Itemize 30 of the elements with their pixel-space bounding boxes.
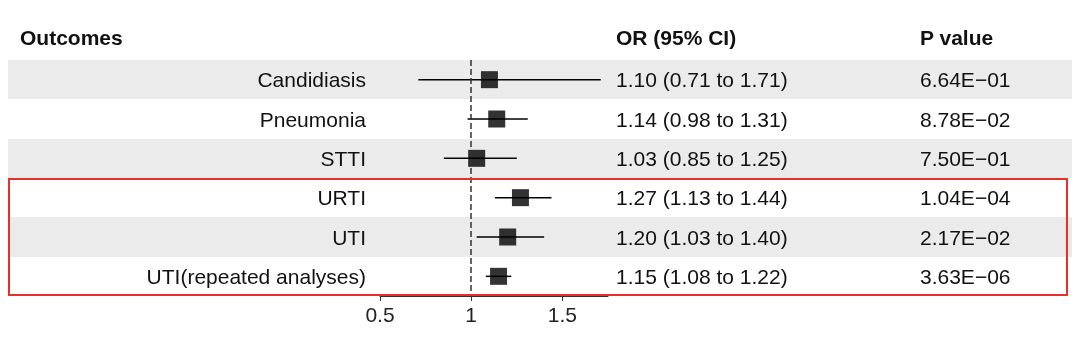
- text: 6.64E−01: [920, 68, 1011, 92]
- y-tick-label: URTI: [317, 186, 366, 210]
- x-tick-label: 1: [465, 303, 478, 326]
- text: 2.17E−02: [920, 225, 1011, 249]
- x-tick-label: 1.5: [547, 303, 577, 326]
- text: 3.63E−06: [920, 264, 1011, 288]
- text: OR (95% CI): [616, 25, 737, 49]
- point: [490, 267, 508, 285]
- data-label: 1.15 (1.08 to 1.22): [616, 264, 788, 288]
- point: [480, 71, 498, 89]
- text: Outcomes: [20, 25, 123, 49]
- y-tick-label: Candidiasis: [257, 68, 366, 92]
- x-tick-label: 0.5: [365, 303, 395, 326]
- point: [511, 189, 529, 207]
- data-label: 1.14 (0.98 to 1.31): [616, 107, 788, 131]
- y-tick-label: STTI: [320, 146, 366, 170]
- data-label: 1.20 (1.03 to 1.40): [616, 225, 788, 249]
- point: [488, 110, 506, 128]
- text: 8.78E−02: [920, 107, 1011, 131]
- text: 1.04E−04: [920, 186, 1011, 210]
- data-label: 1.27 (1.13 to 1.44): [616, 186, 788, 210]
- text: P value: [920, 25, 994, 49]
- y-tick-label: Pneumonia: [259, 107, 367, 131]
- text: 7.50E−01: [920, 146, 1011, 170]
- y-tick-label: UTI(repeated analyses): [146, 264, 366, 288]
- point: [468, 149, 486, 167]
- point: [499, 228, 517, 246]
- data-label: 1.10 (0.71 to 1.71): [616, 68, 788, 92]
- data-label: 1.03 (0.85 to 1.25): [616, 146, 788, 170]
- y-tick-label: UTI: [332, 225, 366, 249]
